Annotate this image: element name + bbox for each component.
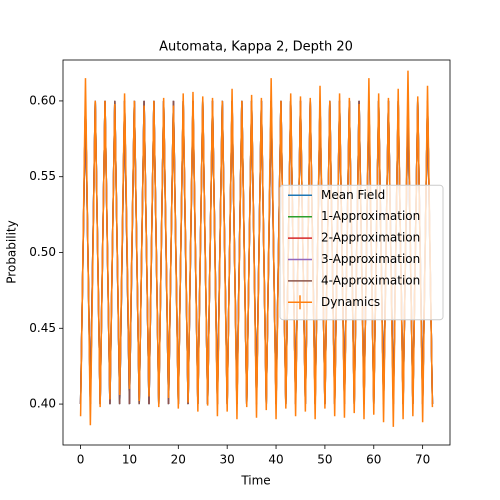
legend-label: 3-Approximation [321,252,420,266]
x-tick-label: 30 [220,453,235,467]
x-axis-label: Time [240,474,270,488]
y-tick-label: 0.60 [29,93,56,107]
legend-label: Dynamics [321,295,380,309]
x-tick-label: 70 [415,453,430,467]
y-tick-label: 0.45 [29,321,56,335]
legend-label: 1-Approximation [321,209,420,223]
y-axis-label: Probability [5,220,19,283]
x-tick-label: 40 [268,453,283,467]
plot-area [79,70,434,427]
x-tick-label: 0 [77,453,85,467]
x-tick-label: 60 [366,453,381,467]
y-tick-label: 0.55 [29,169,56,183]
x-tick-label: 50 [317,453,332,467]
x-tick-label: 10 [122,453,137,467]
legend-label: 2-Approximation [321,231,420,245]
legend-label: 4-Approximation [321,273,420,287]
legend-box [279,184,444,321]
series-line [79,70,434,427]
y-tick-label: 0.50 [29,245,56,259]
legend-label: Mean Field [321,188,385,202]
x-tick-label: 20 [171,453,186,467]
legend: Mean Field 1-Approximation 2-Approximation… [279,184,444,321]
y-tick-label: 0.40 [29,397,56,411]
chart-title: Automata, Kappa 2, Depth 20 [159,40,353,55]
